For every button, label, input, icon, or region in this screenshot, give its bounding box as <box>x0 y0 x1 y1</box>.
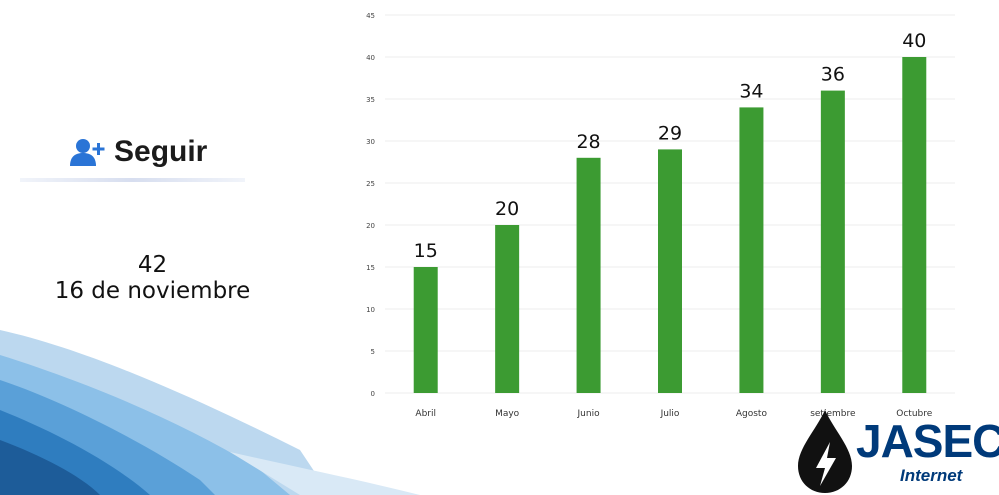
x-tick-label: Octubre <box>896 409 932 419</box>
y-tick-label: 30 <box>366 138 375 146</box>
count-value: 42 <box>137 252 168 278</box>
x-tick-label: Agosto <box>736 409 768 419</box>
follow-label: Seguir <box>114 135 208 168</box>
bar <box>495 225 520 393</box>
y-tick-label: 40 <box>366 54 375 62</box>
brand-logo: JASEC Internet <box>790 408 999 495</box>
data-label: 36 <box>821 64 845 86</box>
x-tick-label: Julio <box>660 409 680 419</box>
count-block: 42 16 de noviembre <box>20 252 285 304</box>
follow-button[interactable]: Seguir <box>70 132 207 172</box>
bar <box>413 267 438 393</box>
y-tick-label: 5 <box>371 348 375 356</box>
count-date: 16 de noviembre <box>54 278 251 304</box>
y-tick-label: 10 <box>366 306 375 314</box>
bar <box>576 157 601 393</box>
y-tick-label: 15 <box>366 264 375 272</box>
data-label: 40 <box>902 30 926 52</box>
y-tick-label: 25 <box>366 180 375 188</box>
y-tick-label: 45 <box>366 12 375 20</box>
x-tick-label: setiembre <box>810 409 856 419</box>
data-label: 20 <box>495 198 519 220</box>
data-label: 15 <box>414 240 438 262</box>
x-tick-label: Junio <box>577 409 601 419</box>
x-tick-label: Mayo <box>495 409 520 419</box>
bar-chart: 0 5 10 15 20 25 30 35 40 45 15 Abril 20 Mayo 28 Junio 29… <box>366 12 955 419</box>
water-drop-lightning-icon <box>798 410 852 493</box>
y-tick-label: 0 <box>371 390 375 398</box>
y-tick-label: 20 <box>366 222 375 230</box>
bar <box>658 149 682 393</box>
brand-sub: Internet <box>900 466 963 485</box>
y-tick-label: 35 <box>366 96 375 104</box>
data-label: 34 <box>739 80 763 102</box>
user-plus-icon <box>70 139 105 166</box>
brand-name: JASEC <box>856 415 999 467</box>
bar <box>902 57 927 393</box>
data-label: 29 <box>658 122 682 144</box>
bar <box>739 107 764 394</box>
data-label: 28 <box>576 131 600 153</box>
follow-underline <box>20 178 245 182</box>
bar <box>820 90 845 393</box>
x-tick-label: Abril <box>415 409 436 419</box>
